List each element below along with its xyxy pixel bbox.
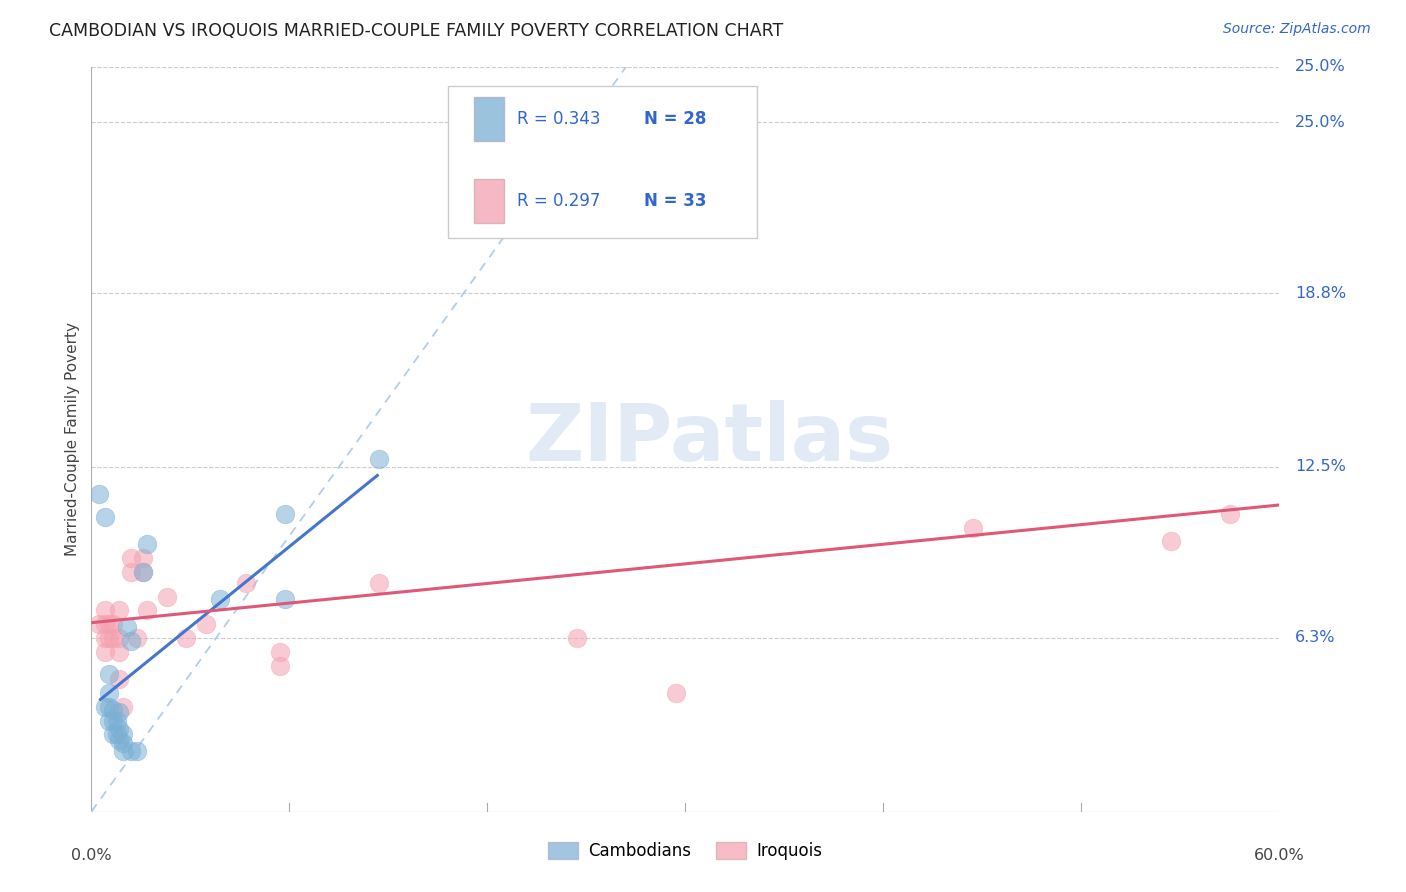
Legend: Cambodians, Iroquois: Cambodians, Iroquois (541, 835, 830, 867)
Text: Source: ZipAtlas.com: Source: ZipAtlas.com (1223, 22, 1371, 37)
Point (108, 631, 131, 645)
Point (195, 617, 218, 632)
Y-axis label: Married-Couple Family Poverty: Married-Couple Family Poverty (65, 322, 80, 557)
Point (94, 603, 117, 617)
Point (98, 666, 121, 681)
Text: 6.3%: 6.3% (1295, 631, 1336, 646)
Point (367, 451, 389, 466)
Point (94, 631, 117, 645)
Point (94, 617, 117, 632)
Point (125, 744, 148, 758)
FancyBboxPatch shape (474, 96, 503, 141)
Point (108, 673, 131, 687)
Point (269, 658, 291, 673)
Text: R = 0.297: R = 0.297 (517, 192, 600, 210)
Text: 60.0%: 60.0% (1254, 847, 1305, 863)
Point (108, 603, 131, 617)
Text: 25.0%: 25.0% (1295, 60, 1346, 74)
Point (98, 617, 121, 632)
Point (101, 714, 124, 728)
Point (98, 699, 121, 714)
Text: 18.8%: 18.8% (1295, 285, 1347, 301)
Point (89, 617, 111, 632)
Point (132, 550, 155, 565)
Point (135, 603, 157, 617)
Point (98, 631, 121, 645)
Point (94, 699, 117, 714)
Point (89, 487, 111, 501)
Point (209, 592, 232, 607)
Point (235, 575, 257, 590)
Point (1160, 534, 1182, 549)
Point (274, 592, 297, 607)
Point (105, 714, 128, 728)
Text: 12.5%: 12.5% (1295, 459, 1346, 475)
Point (120, 633, 142, 648)
Text: ZIPatlas: ZIPatlas (524, 401, 893, 478)
Point (108, 733, 131, 747)
Point (962, 520, 984, 534)
Point (108, 706, 131, 720)
Point (132, 565, 155, 579)
Point (467, 203, 489, 218)
Point (108, 645, 131, 659)
Point (105, 727, 128, 741)
FancyBboxPatch shape (447, 86, 756, 238)
Point (125, 631, 148, 645)
Point (1219, 507, 1241, 521)
Point (108, 722, 131, 736)
Point (269, 645, 291, 659)
Point (274, 507, 297, 521)
Text: R = 0.343: R = 0.343 (517, 110, 600, 128)
Point (120, 565, 142, 579)
Point (112, 699, 135, 714)
Point (135, 537, 157, 551)
Point (98, 714, 121, 728)
Point (112, 736, 135, 750)
Point (94, 509, 117, 524)
Point (565, 631, 588, 645)
Point (101, 727, 124, 741)
Text: N = 33: N = 33 (644, 192, 706, 210)
Text: N = 28: N = 28 (644, 110, 706, 128)
Point (98, 686, 121, 700)
Point (94, 645, 117, 659)
FancyBboxPatch shape (474, 178, 503, 223)
Text: 25.0%: 25.0% (1295, 114, 1346, 129)
Point (101, 703, 124, 717)
Point (112, 744, 135, 758)
Point (132, 565, 155, 579)
Point (101, 617, 124, 632)
Point (101, 631, 124, 645)
Text: 0.0%: 0.0% (72, 847, 111, 863)
Point (156, 590, 179, 604)
Point (367, 575, 389, 590)
Text: CAMBODIAN VS IROQUOIS MARRIED-COUPLE FAMILY POVERTY CORRELATION CHART: CAMBODIAN VS IROQUOIS MARRIED-COUPLE FAM… (49, 22, 783, 40)
Point (112, 727, 135, 741)
Point (115, 620, 138, 634)
Point (120, 550, 142, 565)
Point (176, 631, 198, 645)
Point (664, 686, 686, 700)
Point (120, 744, 142, 758)
